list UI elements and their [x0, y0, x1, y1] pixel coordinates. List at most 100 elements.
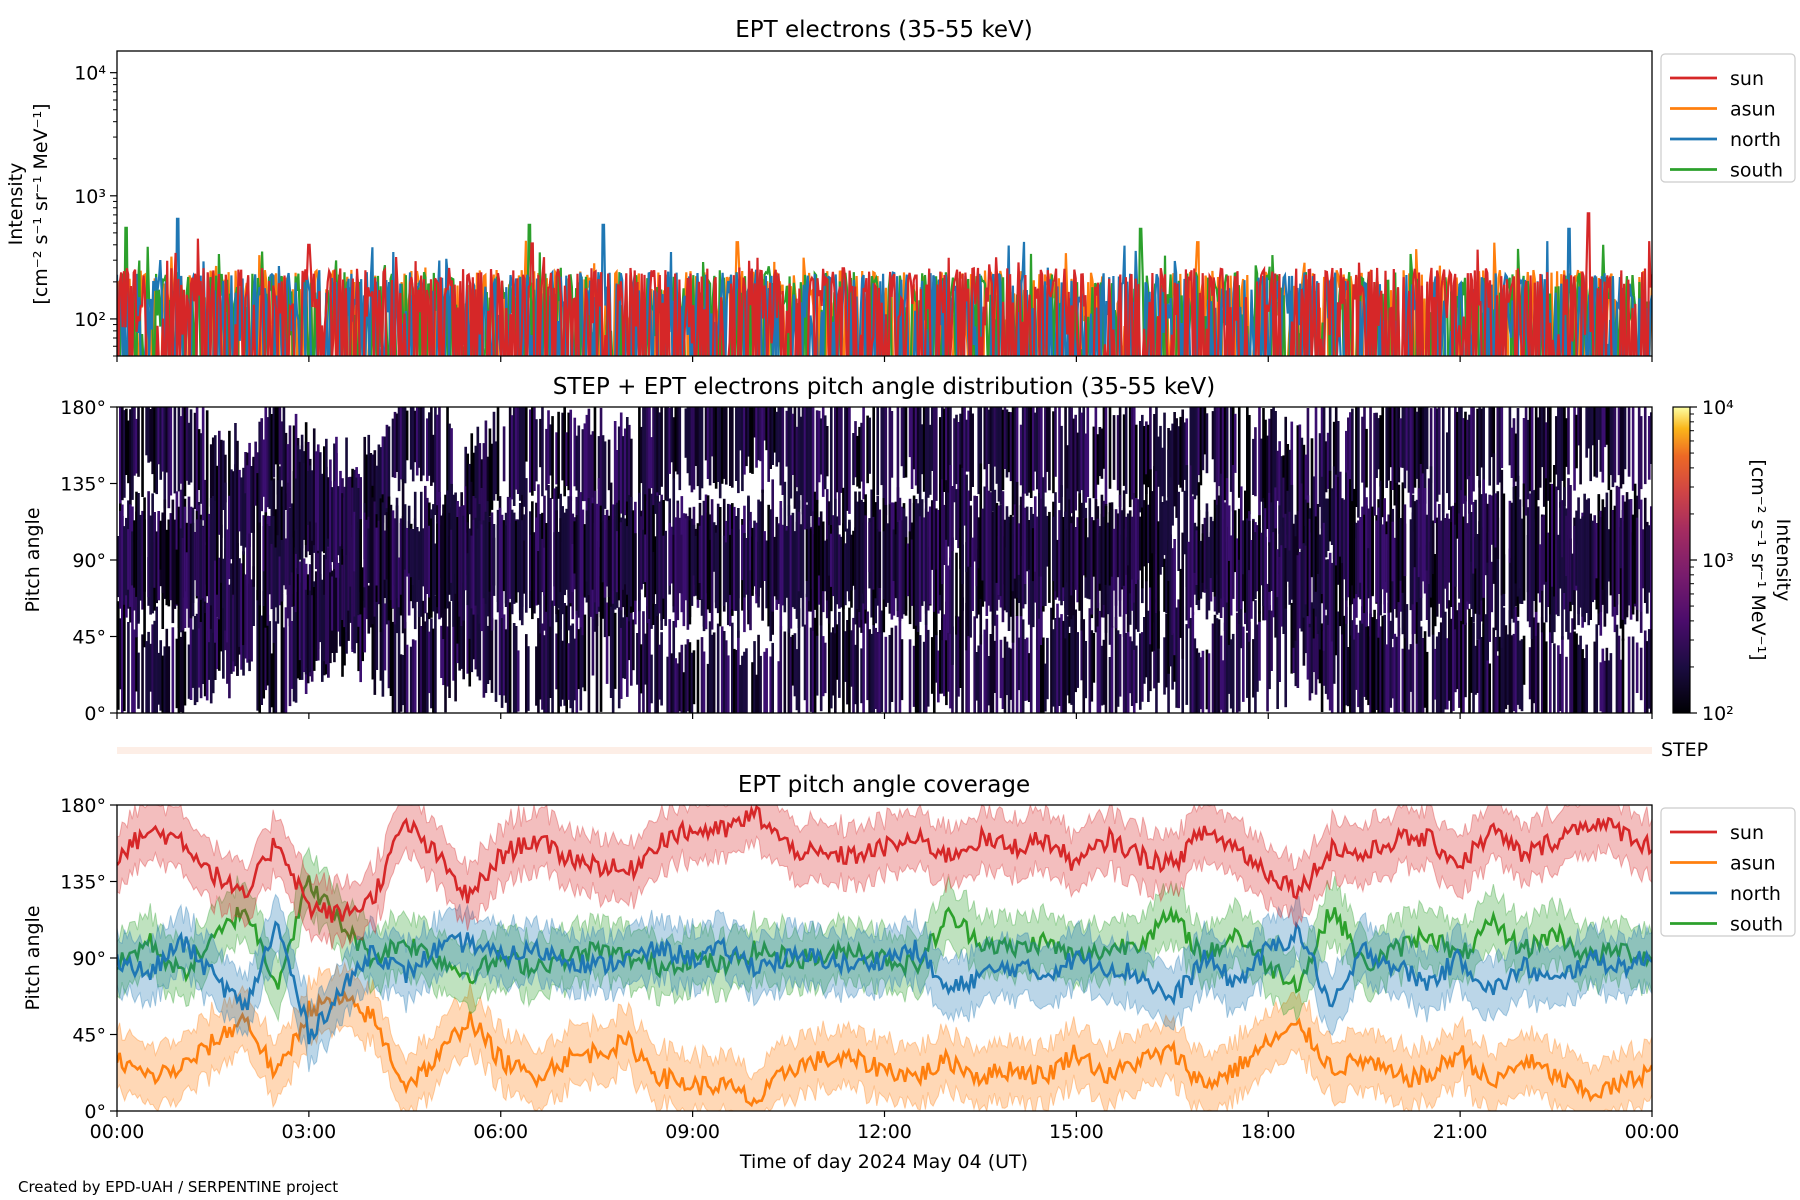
- heatmap-cell: [1559, 653, 1562, 712]
- heatmap-cell: [1330, 627, 1334, 713]
- heatmap-cell: [951, 486, 954, 551]
- heatmap-cell: [953, 418, 956, 503]
- heatmap-cell: [393, 623, 397, 713]
- heatmap-cell: [565, 508, 568, 590]
- heatmap-cell: [789, 515, 793, 629]
- heatmap-cell: [983, 407, 987, 470]
- heatmap-cell: [1248, 621, 1251, 713]
- heatmap-cell: [440, 515, 443, 618]
- heatmap-cell: [937, 509, 940, 569]
- heatmap-cell: [195, 407, 199, 531]
- heatmap-cell: [1544, 422, 1548, 492]
- heatmap-cell: [1595, 523, 1599, 579]
- heatmap-cell: [1401, 482, 1405, 593]
- heatmap-cell: [1649, 412, 1652, 464]
- heatmap-cell: [508, 407, 512, 515]
- heatmap-cell: [327, 547, 330, 678]
- heatmap-cell: [872, 617, 875, 713]
- heatmap-cell: [741, 655, 744, 713]
- heatmap-cell: [769, 656, 772, 713]
- heatmap-cell: [619, 522, 623, 611]
- heatmap-cell: [266, 417, 270, 508]
- heatmap-cell: [193, 412, 197, 509]
- heatmap-cell: [1330, 562, 1334, 642]
- heatmap-cell: [623, 518, 627, 585]
- heatmap-cell: [591, 503, 595, 590]
- heatmap-cell: [488, 428, 492, 517]
- panel2-title: STEP + EPT electrons pitch angle distrib…: [553, 374, 1215, 400]
- heatmap-cell: [957, 488, 960, 549]
- heatmap-cell: [1151, 491, 1154, 554]
- heatmap-cell: [1496, 517, 1500, 652]
- heatmap-cell: [1312, 476, 1316, 609]
- heatmap-cell: [603, 515, 607, 598]
- heatmap-cell: [1118, 494, 1122, 617]
- heatmap-cell: [238, 469, 241, 532]
- heatmap-cell: [496, 407, 500, 501]
- heatmap-cell: [785, 410, 789, 467]
- heatmap-cell: [829, 407, 833, 530]
- heatmap-cell: [682, 513, 686, 627]
- heatmap-cell: [220, 524, 223, 652]
- heatmap-cell: [1363, 407, 1366, 526]
- heatmap-cell: [1340, 598, 1344, 713]
- heatmap-cell: [209, 595, 213, 704]
- heatmap-cell: [807, 407, 811, 517]
- heatmap-cell: [1403, 407, 1407, 489]
- heatmap-cell: [1429, 408, 1433, 483]
- heatmap-cell: [419, 626, 423, 713]
- heatmap-cell: [581, 619, 585, 688]
- heatmap-cell: [1443, 611, 1447, 710]
- heatmap-cell: [157, 407, 161, 465]
- heatmap-cell: [755, 407, 758, 468]
- heatmap-cell: [1508, 500, 1512, 563]
- heatmap-cell: [1334, 562, 1338, 656]
- heatmap-cell: [1080, 412, 1084, 491]
- heatmap-cell: [1153, 414, 1156, 515]
- heatmap-cell: [737, 508, 740, 638]
- heatmap-cell: [765, 407, 768, 451]
- heatmap-cell: [674, 517, 678, 628]
- heatmap-cell: [1629, 499, 1633, 620]
- colorbar-label-line1: Intensity: [1772, 519, 1794, 602]
- heatmap-cell: [985, 618, 989, 713]
- heatmap-cell: [1460, 490, 1463, 621]
- heatmap-cell: [860, 499, 863, 620]
- heatmap-cell: [278, 407, 282, 465]
- heatmap-cell: [741, 524, 744, 581]
- heatmap-cell: [1147, 504, 1150, 564]
- heatmap-cell: [1516, 475, 1520, 597]
- heatmap-cell: [244, 574, 247, 659]
- heatmap-cell: [377, 444, 381, 526]
- heatmap-cell: [426, 418, 429, 482]
- heatmap-cell: [173, 407, 177, 494]
- heatmap-cell: [1643, 497, 1647, 603]
- heatmap-cell: [543, 547, 546, 596]
- heatmap-cell: [151, 493, 154, 614]
- heatmap-cell: [1423, 631, 1427, 708]
- heatmap-cell: [1617, 486, 1621, 594]
- heatmap-cell: [815, 633, 819, 696]
- heatmap-cell: [1258, 611, 1261, 681]
- heatmap-cell: [167, 519, 171, 607]
- heatmap-cell: [728, 407, 732, 486]
- heatmap-cell: [1062, 517, 1065, 588]
- heatmap-cell: [201, 407, 205, 521]
- heatmap-cell: [1448, 600, 1451, 701]
- heatmap-cell: [941, 479, 944, 585]
- heatmap-cell: [589, 434, 593, 484]
- heatmap-cell: [1266, 435, 1269, 529]
- heatmap-cell: [1439, 520, 1443, 618]
- heatmap-cell: [1286, 490, 1290, 582]
- heatmap-cell: [1417, 615, 1421, 713]
- heatmap-cell: [1324, 559, 1328, 610]
- heatmap-cell: [1403, 623, 1407, 713]
- heatmap-cell: [1171, 423, 1174, 526]
- heatmap-cell: [819, 607, 823, 712]
- heatmap-cell: [121, 504, 124, 628]
- heatmap-cell: [1284, 548, 1288, 609]
- heatmap-cell: [688, 407, 692, 486]
- heatmap-cell: [888, 635, 892, 713]
- heatmap-cell: [1298, 552, 1302, 629]
- heatmap-cell: [856, 435, 859, 487]
